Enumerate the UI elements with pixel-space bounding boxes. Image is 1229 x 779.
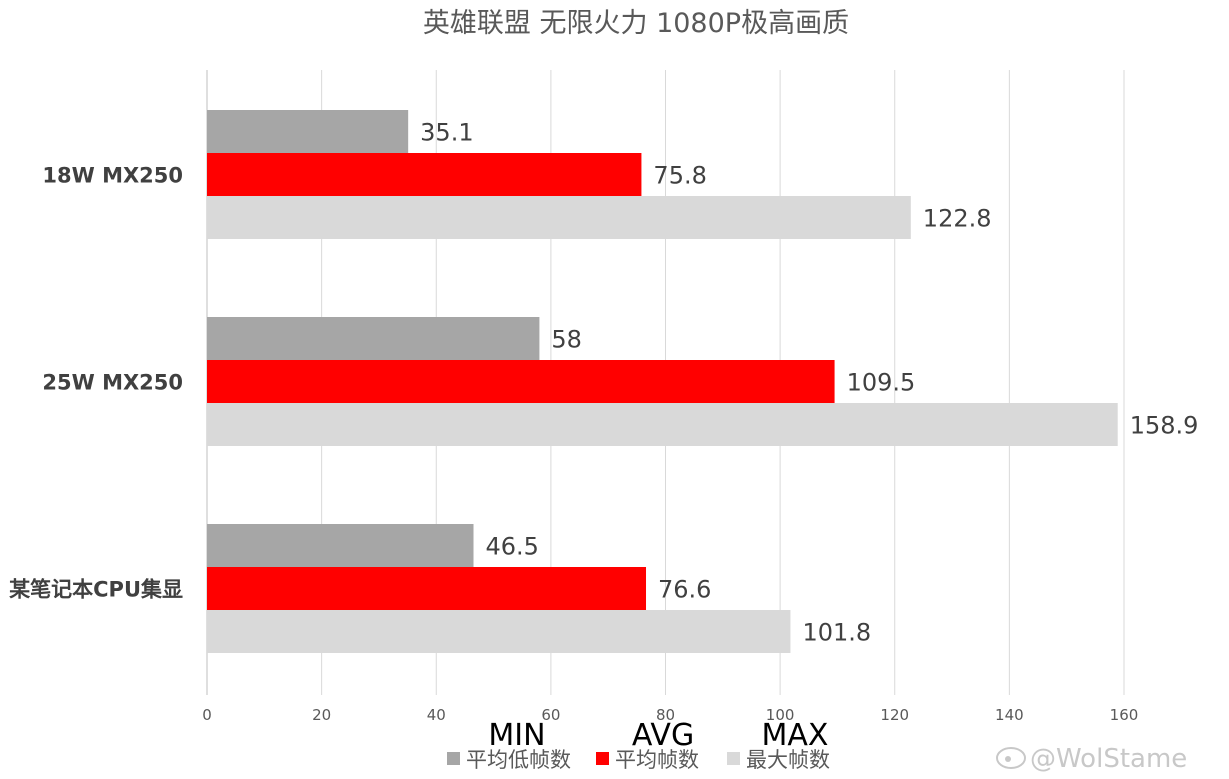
data-label: 75.8 xyxy=(653,162,706,190)
bar xyxy=(207,524,474,567)
legend-label: 平均帧数 xyxy=(615,748,699,772)
bar xyxy=(207,110,409,153)
bar xyxy=(207,567,647,610)
x-tick-label: 60 xyxy=(541,706,560,724)
x-tick-label: 20 xyxy=(312,706,331,724)
data-label: 158.9 xyxy=(1130,412,1199,440)
category-label: 某笔记本CPU集显 xyxy=(9,578,183,602)
x-tick-label: 0 xyxy=(202,706,212,724)
x-tick-label: 100 xyxy=(766,706,795,724)
data-label: 109.5 xyxy=(847,369,916,397)
bar xyxy=(207,153,642,196)
legend-swatch xyxy=(727,752,740,765)
x-tick-label: 120 xyxy=(880,706,909,724)
data-label: 122.8 xyxy=(923,205,992,233)
bar xyxy=(207,317,540,360)
legend-label: 平均低帧数 xyxy=(466,748,571,772)
watermark-text: @WolStame xyxy=(1030,744,1187,774)
bar xyxy=(207,360,835,403)
bar xyxy=(207,610,791,653)
weibo-logo-icon xyxy=(996,747,1026,769)
legend-swatch xyxy=(447,752,460,765)
bar xyxy=(207,403,1118,446)
data-label: 35.1 xyxy=(420,119,473,147)
annotation-label: AVG xyxy=(632,718,694,753)
weibo-logo-eye xyxy=(1005,756,1011,762)
chart-title: 英雄联盟 无限火力 1080P极高画质 xyxy=(423,8,849,39)
data-label: 76.6 xyxy=(658,576,711,604)
x-tick-label: 160 xyxy=(1110,706,1139,724)
annotation-label: MIN xyxy=(488,718,545,753)
annotation-label: MAX xyxy=(762,718,829,753)
data-label: 46.5 xyxy=(486,533,539,561)
x-tick-label: 80 xyxy=(656,706,675,724)
category-label: 18W MX250 xyxy=(42,164,183,188)
x-tick-label: 140 xyxy=(995,706,1024,724)
legend-label: 最大帧数 xyxy=(746,748,830,772)
bar xyxy=(207,196,911,239)
data-label: 101.8 xyxy=(802,619,871,647)
legend: 平均低帧数 平均帧数 最大帧数 @WolStame xyxy=(447,744,1187,774)
legend-swatch xyxy=(596,752,609,765)
data-label: 58 xyxy=(551,326,582,354)
labels: 0 20 40 60 80 100 120 140 160 18W MX250 35.1 75.8 12… xyxy=(9,119,1198,754)
weibo-logo-shape xyxy=(996,747,1026,769)
category-label: 25W MX250 xyxy=(42,371,183,395)
bars xyxy=(207,110,1118,653)
x-tick-label: 40 xyxy=(427,706,446,724)
